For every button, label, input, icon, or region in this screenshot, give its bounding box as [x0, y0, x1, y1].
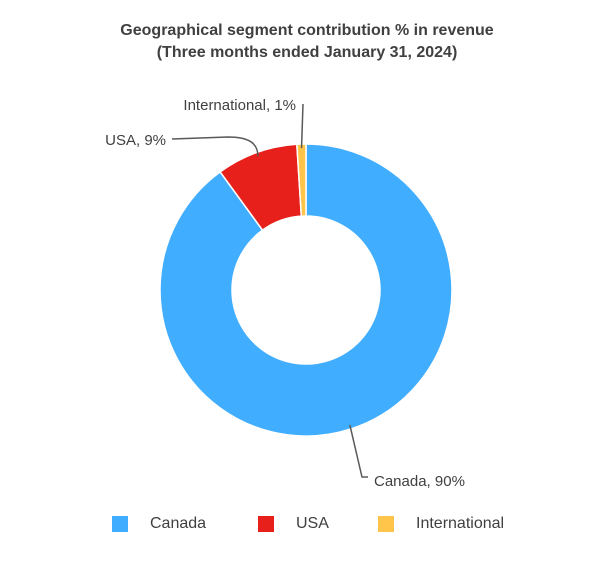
legend-swatch-usa: [258, 516, 274, 532]
legend-item-usa: USA: [258, 510, 329, 538]
data-label-international: International, 1%: [183, 97, 296, 114]
legend-label-international: International: [416, 515, 505, 532]
legend-label-usa: USA: [296, 515, 329, 532]
chart-subtitle: (Three months ended January 31, 2024): [156, 44, 458, 61]
slice-canada: [159, 143, 453, 437]
leader-line-usa: [171, 136, 259, 157]
legend-swatch-canada: [112, 516, 128, 532]
legend-label-canada: Canada: [150, 515, 207, 532]
leader-line-international: [300, 103, 304, 149]
legend-item-international: International: [378, 510, 504, 538]
legend: Canada USA International: [0, 510, 614, 538]
data-labels: Canada, 90% USA, 9% International, 1%: [105, 97, 465, 490]
leader-line-canada: [349, 424, 368, 478]
data-label-canada: Canada, 90%: [374, 473, 465, 490]
chart-title: Geographical segment contribution % in r…: [120, 22, 494, 39]
data-label-usa: USA, 9%: [105, 132, 166, 149]
donut-slices: [159, 143, 453, 437]
legend-item-canada: Canada: [112, 510, 206, 538]
donut-chart: Canada, 90% USA, 9% International, 1%: [105, 97, 465, 490]
leader-lines: [171, 103, 368, 478]
slice-international: [296, 143, 307, 217]
legend-swatch-international: [378, 516, 394, 532]
chart-title-block: Geographical segment contribution % in r…: [0, 20, 614, 64]
